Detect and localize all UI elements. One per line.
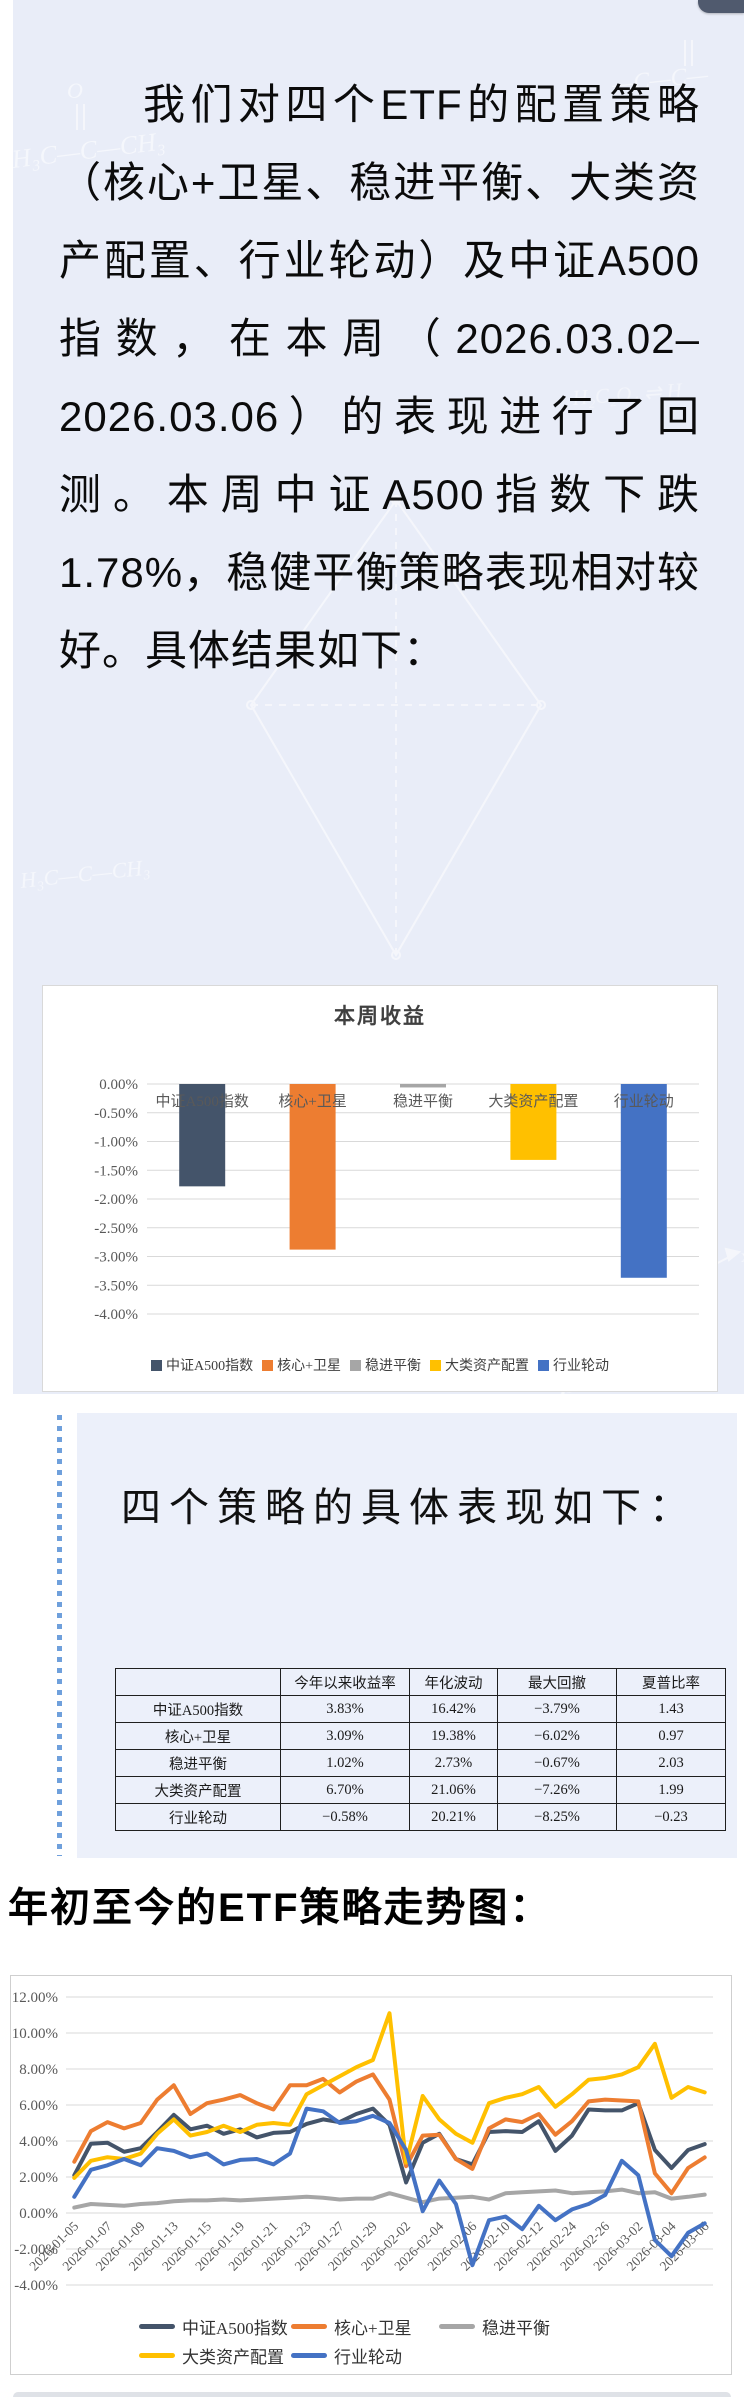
table-cell: 1.99 (616, 1776, 726, 1804)
svg-text:-2.50%: -2.50% (94, 1221, 138, 1237)
table-header-cell (115, 1668, 281, 1696)
bar-chart-title: 本周收益 (334, 1004, 426, 1028)
legend-swatch (262, 1360, 274, 1371)
legend-swatch (439, 2324, 475, 2329)
floating-capsule-button[interactable] (698, 0, 744, 13)
table-cell: 3.09% (280, 1722, 410, 1750)
table-row: 行业轮动 −0.58% 20.21% −8.25% −0.23 (115, 1803, 726, 1831)
legend-swatch (291, 2353, 327, 2358)
table-cell: 中证A500指数 (115, 1695, 281, 1723)
table-cell: −0.67% (497, 1749, 617, 1777)
legend-swatch (139, 2324, 175, 2329)
table-cell: 3.83% (280, 1695, 410, 1723)
strategy-performance-panel: 四个策略的具体表现如下： 今年以来收益率 年化波动 最大回撤 夏普比率 中证A500指… (77, 1413, 737, 1858)
panel-heading: 四个策略的具体表现如下： (121, 1486, 697, 1530)
table-cell: −0.58% (280, 1803, 410, 1831)
performance-table-header: 今年以来收益率 年化波动 最大回撤 夏普比率 (115, 1668, 726, 1696)
table-cell: 21.06% (409, 1776, 498, 1804)
svg-text:4.00%: 4.00% (19, 2134, 58, 2150)
svg-text:6.00%: 6.00% (19, 2098, 58, 2114)
table-cell: 16.42% (409, 1695, 498, 1723)
table-cell: 1.43 (616, 1695, 726, 1723)
svg-text:H₃C—C—CH₃: H₃C—C—CH₃ (18, 854, 151, 893)
intro-paragraph: 我们对四个ETF的配置策略（核心+卫星、稳进平衡、大类资产配置、行业轮动）及中证… (59, 81, 700, 674)
table-cell: 20.21% (409, 1803, 498, 1831)
table-row: 稳进平衡 1.02% 2.73% −0.67% 2.03 (115, 1749, 726, 1777)
legend-item: 行业轮动 (291, 2343, 439, 2368)
svg-text:-1.00%: -1.00% (94, 1135, 138, 1151)
svg-text:10.00%: 10.00% (12, 2026, 58, 2042)
table-row: 中证A500指数 3.83% 16.42% −3.79% 1.43 (115, 1695, 726, 1723)
next-card-edge (13, 2392, 731, 2397)
svg-text:-4.00%: -4.00% (94, 1307, 138, 1323)
svg-text:-1.50%: -1.50% (94, 1163, 138, 1179)
table-cell: −6.02% (497, 1722, 617, 1750)
legend-swatch (538, 1360, 550, 1371)
table-cell: −3.79% (497, 1695, 617, 1723)
table-header-cell: 夏普比率 (616, 1668, 726, 1696)
svg-text:12.00%: 12.00% (12, 1990, 58, 2006)
svg-text:核心+卫星: 核心+卫星 (278, 1093, 346, 1110)
legend-swatch (291, 2324, 327, 2329)
table-cell: 稳进平衡 (115, 1749, 281, 1777)
legend-item: 稳进平衡 (350, 1355, 421, 1375)
performance-table-body: 中证A500指数 3.83% 16.42% −3.79% 1.43 核心+卫星 3.09% 1… (115, 1695, 726, 1831)
svg-text:-3.50%: -3.50% (94, 1278, 138, 1294)
svg-text:8.00%: 8.00% (19, 2062, 58, 2078)
legend-swatch (150, 1360, 162, 1371)
svg-text:-0.50%: -0.50% (94, 1106, 138, 1122)
svg-text:0.00%: 0.00% (19, 2206, 58, 2222)
legend-swatch (430, 1360, 442, 1371)
table-cell: 大类资产配置 (115, 1776, 281, 1804)
table-cell: −0.23 (616, 1803, 726, 1831)
bar-chart-legend: 中证A500指数 核心+卫星 稳进平衡 大类资产配置 行业轮动 (43, 1355, 717, 1375)
legend-item: 中证A500指数 (150, 1355, 253, 1375)
legend-item: 稳进平衡 (439, 2314, 609, 2339)
svg-text:大类资产配置: 大类资产配置 (488, 1093, 578, 1110)
legend-item: 核心+卫星 (291, 2314, 439, 2339)
svg-text:行业轮动: 行业轮动 (614, 1093, 674, 1110)
table-cell: −7.26% (497, 1776, 617, 1804)
line-chart-legend: 中证A500指数 核心+卫星 稳进平衡大类资产配置 行业轮动 (139, 2314, 609, 2368)
svg-text:-2.00%: -2.00% (94, 1192, 138, 1208)
table-cell: 6.70% (280, 1776, 410, 1804)
ytd-trend-chart-card: 12.00% 10.00% 8.00% 6.00% 4.00% 2.00% 0.00% -2.… (10, 1975, 732, 2375)
ytd-trend-line-chart: 12.00% 10.00% 8.00% 6.00% 4.00% 2.00% 0.00% -2.… (12, 1990, 713, 2294)
table-header-cell: 今年以来收益率 (280, 1668, 410, 1696)
weekly-return-bar-chart: 0.00% -0.50% -1.00% -1.50% -2.00% -2.50% -3.00… (94, 1077, 699, 1323)
table-cell: 0.97 (616, 1722, 726, 1750)
legend-item: 大类资产配置 (139, 2343, 291, 2368)
table-header-cell: 最大回撤 (497, 1668, 617, 1696)
svg-text:-3.00%: -3.00% (94, 1250, 138, 1266)
svg-text:稳进平衡: 稳进平衡 (393, 1093, 453, 1110)
table-cell: 2.73% (409, 1749, 498, 1777)
svg-text:2.00%: 2.00% (19, 2170, 58, 2186)
svg-text:0.00%: 0.00% (99, 1077, 138, 1093)
legend-swatch (350, 1360, 362, 1371)
legend-item: 核心+卫星 (262, 1355, 341, 1375)
table-cell: 核心+卫星 (115, 1722, 281, 1750)
legend-item: 大类资产配置 (430, 1355, 529, 1375)
svg-text:中证A500指数: 中证A500指数 (156, 1093, 249, 1110)
table-cell: 19.38% (409, 1722, 498, 1750)
svg-text:-4.00%: -4.00% (14, 2278, 58, 2294)
table-cell: −8.25% (497, 1803, 617, 1831)
legend-swatch (139, 2353, 175, 2358)
legend-item: 行业轮动 (538, 1355, 609, 1375)
weekly-return-chart-card: 本周收益 0.00% -0.50% -1.00% -1.50% -2.00% -2.50%… (42, 985, 718, 1392)
table-header-cell: 年化波动 (409, 1668, 498, 1696)
table-cell: 1.02% (280, 1749, 410, 1777)
table-row: 大类资产配置 6.70% 21.06% −7.26% 1.99 (115, 1776, 726, 1804)
legend-item: 中证A500指数 (139, 2314, 291, 2339)
performance-table: 今年以来收益率 年化波动 最大回撤 夏普比率 中证A500指数 3.83% 16.42% −… (115, 1668, 726, 1831)
table-cell: 行业轮动 (115, 1803, 281, 1831)
quote-dotted-border (57, 1415, 62, 1856)
trend-chart-heading: 年初至今的ETF策略走势图： (8, 1886, 552, 1930)
table-row: 核心+卫星 3.09% 19.38% −6.02% 0.97 (115, 1722, 726, 1750)
svg-text:-2.00%: -2.00% (14, 2242, 58, 2258)
table-cell: 2.03 (616, 1749, 726, 1777)
